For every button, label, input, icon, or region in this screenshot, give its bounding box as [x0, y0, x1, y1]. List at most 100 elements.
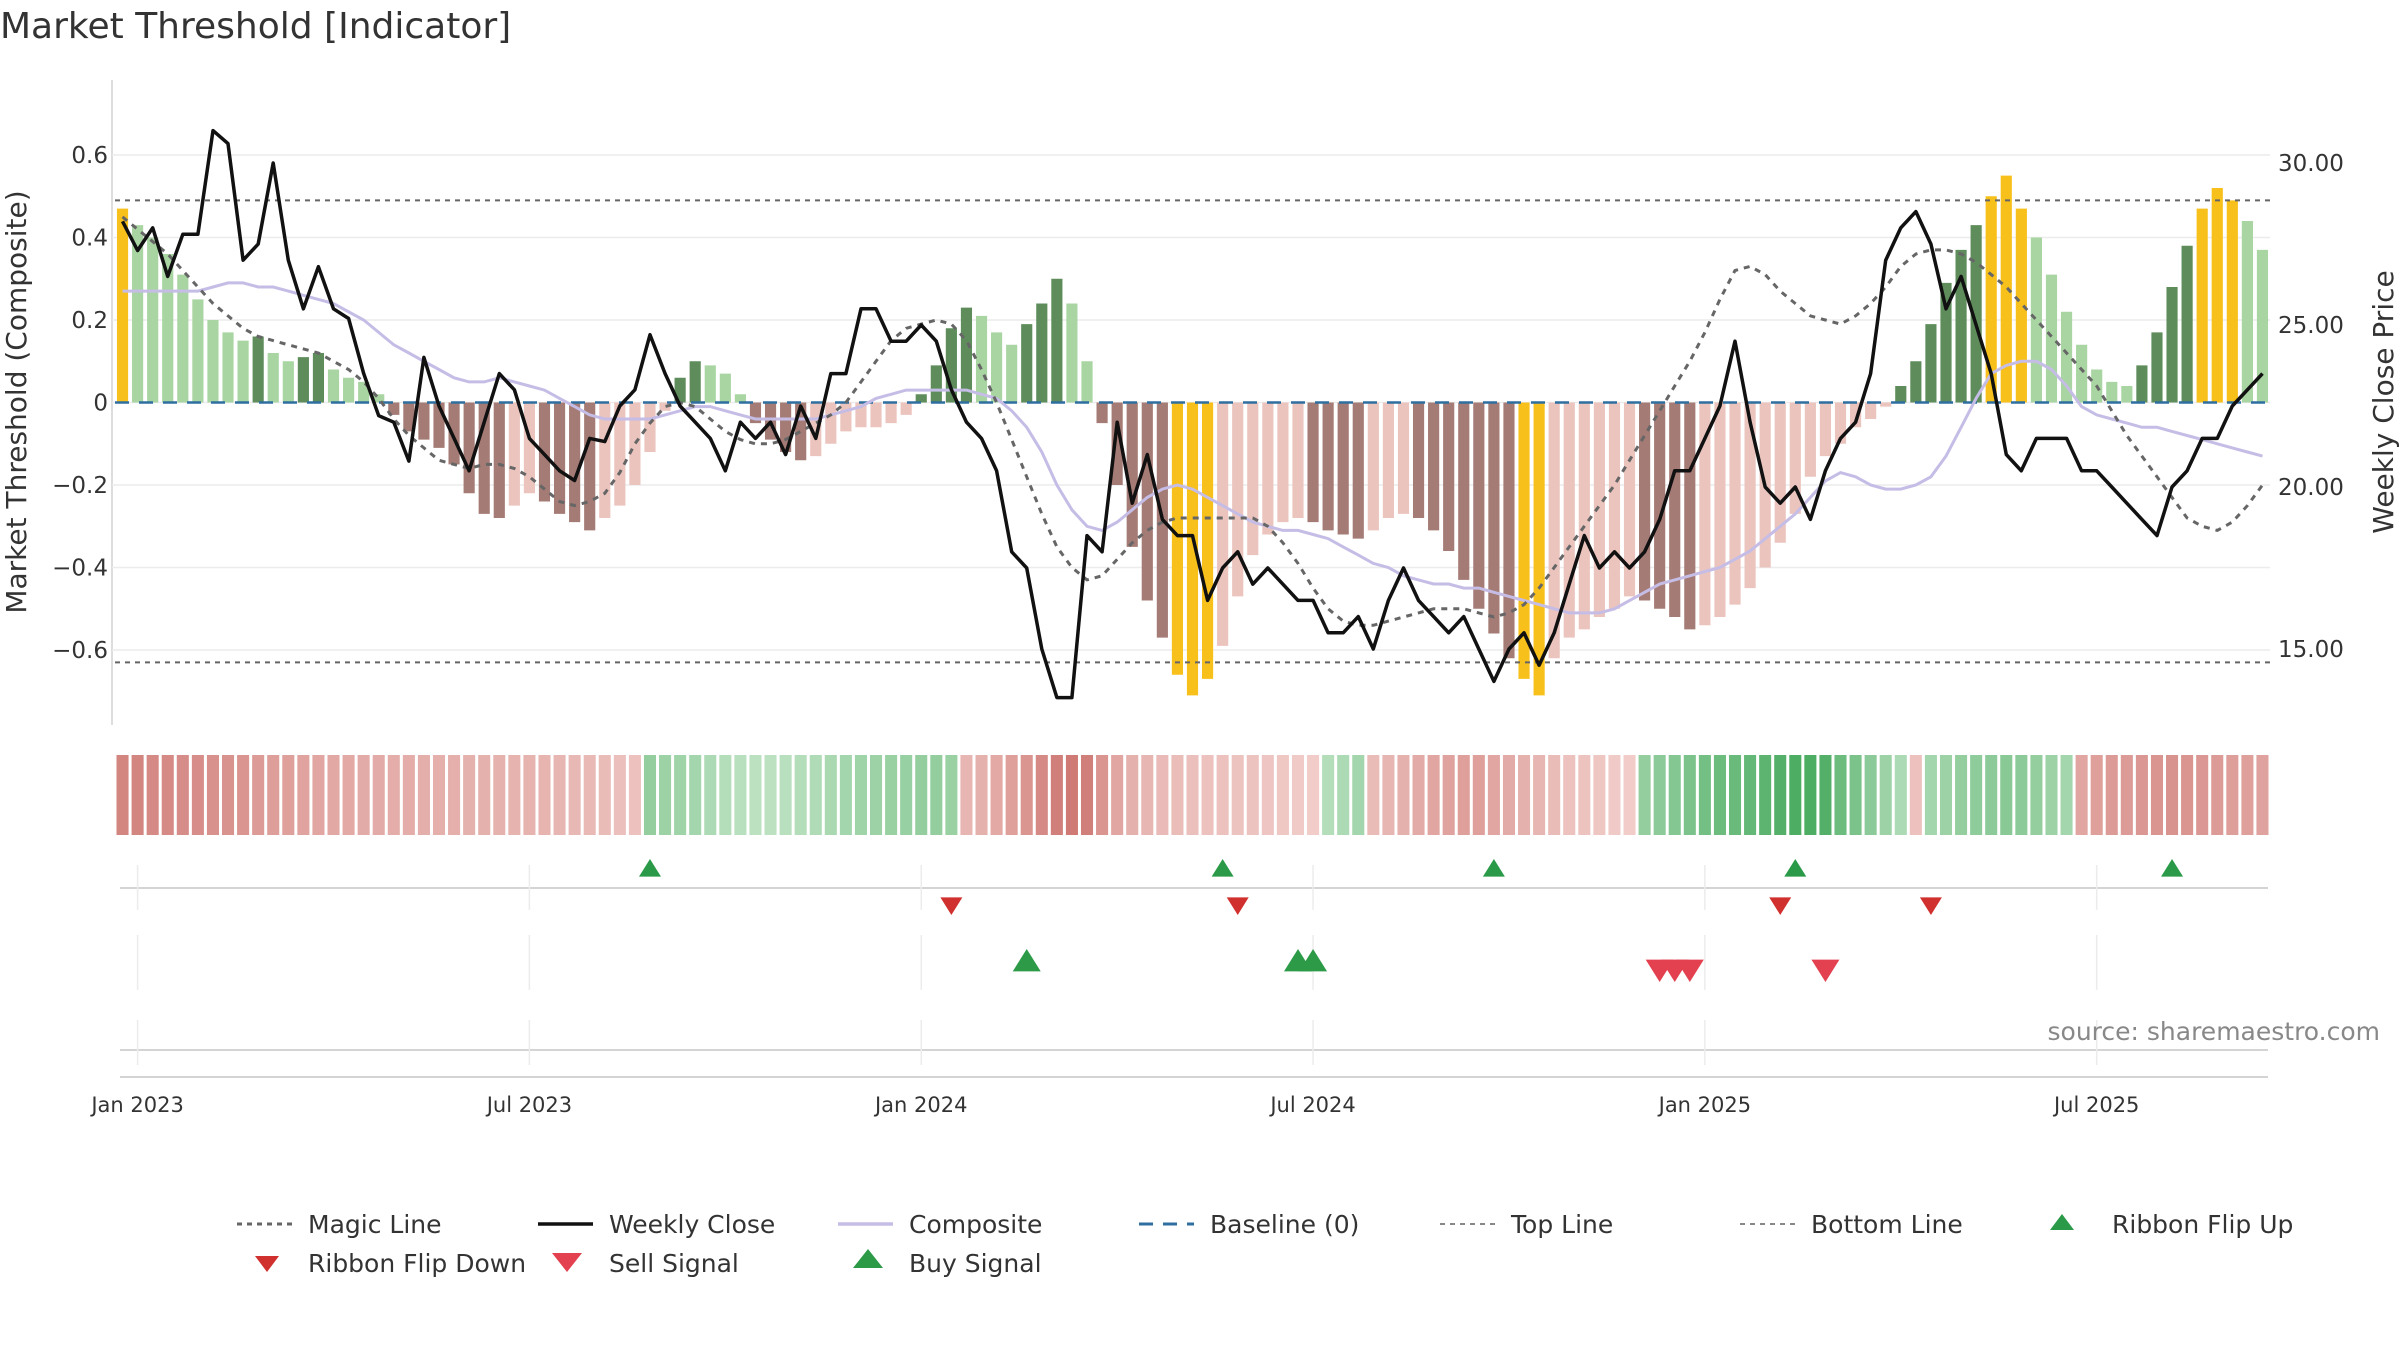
ribbon-cell: [1518, 755, 1531, 835]
ribbon-cell: [523, 755, 536, 835]
ribbon-cell: [1955, 755, 1968, 835]
composite-bar: [1819, 402, 1832, 457]
composite-bar: [2241, 221, 2253, 403]
composite-bar: [991, 332, 1003, 403]
ribbon-cell: [1774, 755, 1787, 835]
ribbon-cell: [1834, 755, 1847, 835]
composite-bar: [1789, 402, 1801, 514]
ribbon-cell: [1698, 755, 1711, 835]
composite-bar: [825, 402, 837, 444]
composite-bar: [749, 402, 762, 424]
legend-top-line-label: Top Line: [1510, 1210, 1613, 1239]
ribbon-cell: [1548, 755, 1561, 835]
ribbon-cell: [1668, 755, 1681, 835]
ribbon-cell: [779, 755, 792, 835]
composite-bar: [2181, 245, 2193, 403]
composite-bars: [116, 175, 2269, 696]
left-y-ticks: 0.6 0.4 0.2 0 −0.2 −0.4 −0.6: [52, 143, 108, 664]
ribbon-cell: [1156, 755, 1169, 835]
ribbon-cell: [1894, 755, 1907, 835]
composite-bar: [1217, 402, 1229, 646]
ribbon-cell: [1819, 755, 1832, 835]
legend-buy-icon: [853, 1249, 883, 1268]
ribbon-cell: [1563, 755, 1576, 835]
composite-bar: [1111, 402, 1123, 485]
composite-bar: [1081, 361, 1093, 403]
ribbon-cell: [1638, 755, 1651, 835]
composite-bar: [1021, 324, 1033, 403]
ribbon-cell: [1653, 755, 1666, 835]
composite-bar: [614, 402, 626, 506]
legend-ribbon-flip-down: Ribbon Flip Down: [255, 1249, 526, 1278]
ribbon-cell: [2000, 755, 2013, 835]
composite-bar: [795, 402, 807, 461]
left-tick-label: 0.4: [71, 226, 108, 252]
composite-bar: [508, 402, 520, 506]
ribbon-cell: [1186, 755, 1199, 835]
legend-buy-signal-label: Buy Signal: [909, 1249, 1042, 1278]
ribbon-cell: [2120, 755, 2133, 835]
composite-bar: [1774, 402, 1786, 543]
composite-bar: [629, 402, 641, 485]
ribbon-cell: [2105, 755, 2118, 835]
legend: Magic Line Weekly Close Composite Baseli…: [237, 1210, 2293, 1278]
legend-composite: Composite: [838, 1210, 1042, 1239]
ribbon-cell: [1789, 755, 1802, 835]
ribbon-cell: [764, 755, 777, 835]
composite-line: [122, 281, 2263, 615]
legend-ribbon-flip-up-label: Ribbon Flip Up: [2112, 1210, 2293, 1239]
composite-bar: [689, 361, 701, 403]
x-axis-ticks: Jan 2023 Jul 2023 Jan 2024 Jul 2024 Jan 2025…: [89, 1093, 2139, 1117]
ribbon-cell: [1367, 755, 1380, 835]
ribbon-strip: [116, 755, 2269, 835]
composite-bar: [1443, 402, 1455, 551]
composite-bar: [1473, 402, 1485, 609]
composite-bar: [2211, 188, 2223, 403]
ribbon-cell: [1020, 755, 1033, 835]
left-tick-label: −0.6: [52, 638, 108, 664]
ribbon-cell: [1171, 755, 1184, 835]
ribbon-cell: [674, 755, 687, 835]
composite-bar: [1639, 402, 1651, 601]
left-tick-label: 0.6: [71, 143, 108, 169]
ribbon-cell: [1759, 755, 1772, 835]
composite-bar: [2136, 365, 2148, 403]
composite-bar: [1322, 402, 1334, 531]
composite-bar: [569, 402, 581, 523]
ribbon-cell: [583, 755, 596, 835]
composite-bar: [584, 402, 596, 531]
composite-bar: [448, 402, 460, 465]
composite-bar: [2106, 381, 2118, 403]
composite-bar: [1940, 282, 1952, 403]
legend-flip-down-icon: [255, 1256, 279, 1272]
composite-bar: [1608, 402, 1621, 609]
legend-magic-line: Magic Line: [237, 1210, 442, 1239]
ribbon-cell: [1683, 755, 1696, 835]
ribbon-flip-up-marker: [638, 859, 661, 877]
ribbon-cell: [1804, 755, 1817, 835]
ribbon-cell: [2045, 755, 2058, 835]
composite-bar: [207, 320, 219, 403]
legend-ribbon-flip-down-label: Ribbon Flip Down: [308, 1249, 526, 1278]
composite-bar: [1548, 402, 1560, 659]
composite-bar: [1397, 402, 1410, 514]
composite-bar: [870, 402, 882, 428]
ribbon-cell: [704, 755, 717, 835]
composite-bar: [1006, 344, 1018, 403]
composite-bar: [1533, 402, 1545, 696]
ribbon-flip-up-marker: [2161, 859, 2184, 877]
ribbon-cell: [146, 755, 159, 835]
composite-bar: [734, 394, 746, 403]
ribbon-cell: [432, 755, 446, 835]
composite-bar: [1186, 402, 1199, 696]
composite-bar: [237, 340, 249, 403]
composite-bar: [1593, 402, 1605, 617]
ribbon-cell: [1623, 755, 1636, 835]
composite-bar: [1367, 402, 1379, 531]
ribbon-cell: [1231, 755, 1244, 835]
ribbon-cell: [508, 755, 521, 835]
legend-bottom-line: Bottom Line: [1740, 1210, 1963, 1239]
composite-bar: [1382, 402, 1394, 518]
ribbon-cell: [1276, 755, 1289, 835]
composite-bar: [644, 402, 656, 452]
